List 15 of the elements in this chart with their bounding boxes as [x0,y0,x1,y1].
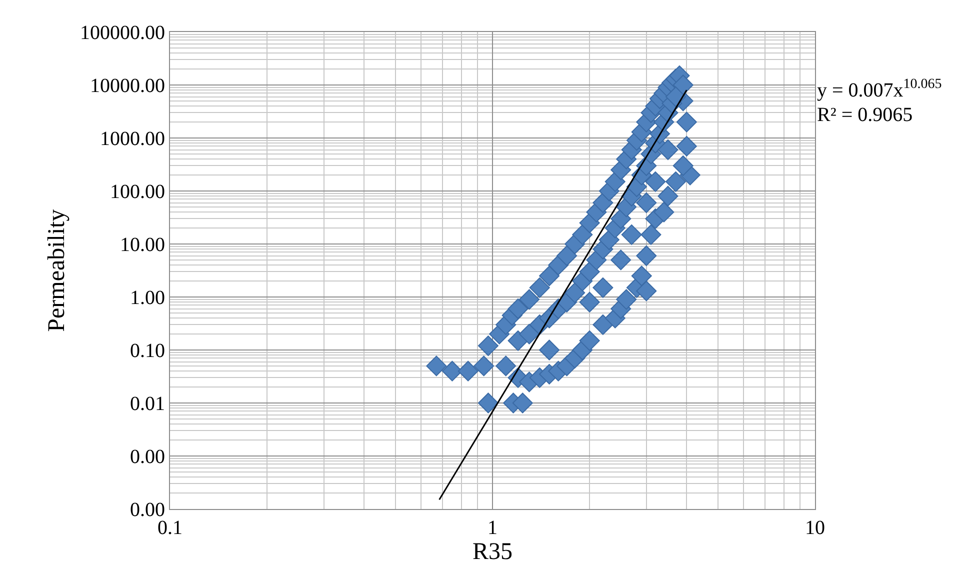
x-tick-label: 10 [805,517,825,539]
y-tick-label: 10000.00 [90,75,165,97]
y-tick-label: 1000.00 [100,128,165,150]
y-tick-label: 100.00 [110,181,165,203]
y-tick-label: 0.00 [130,446,165,468]
y-tick-label: 10.00 [120,234,165,256]
x-axis-title: R35 [472,539,513,565]
x-tick-label: 1 [488,517,498,539]
y-tick-label: 0.10 [130,340,165,362]
y-axis-title: Permeability [44,209,70,332]
text: R² = 0.9065 [817,104,913,126]
y-tick-label: 1.00 [130,287,165,309]
y-tick-label: 0.01 [130,393,165,415]
y-tick-label: 100000.00 [80,22,165,44]
text: y = 0.007x$^{10.065}$ [817,77,942,102]
